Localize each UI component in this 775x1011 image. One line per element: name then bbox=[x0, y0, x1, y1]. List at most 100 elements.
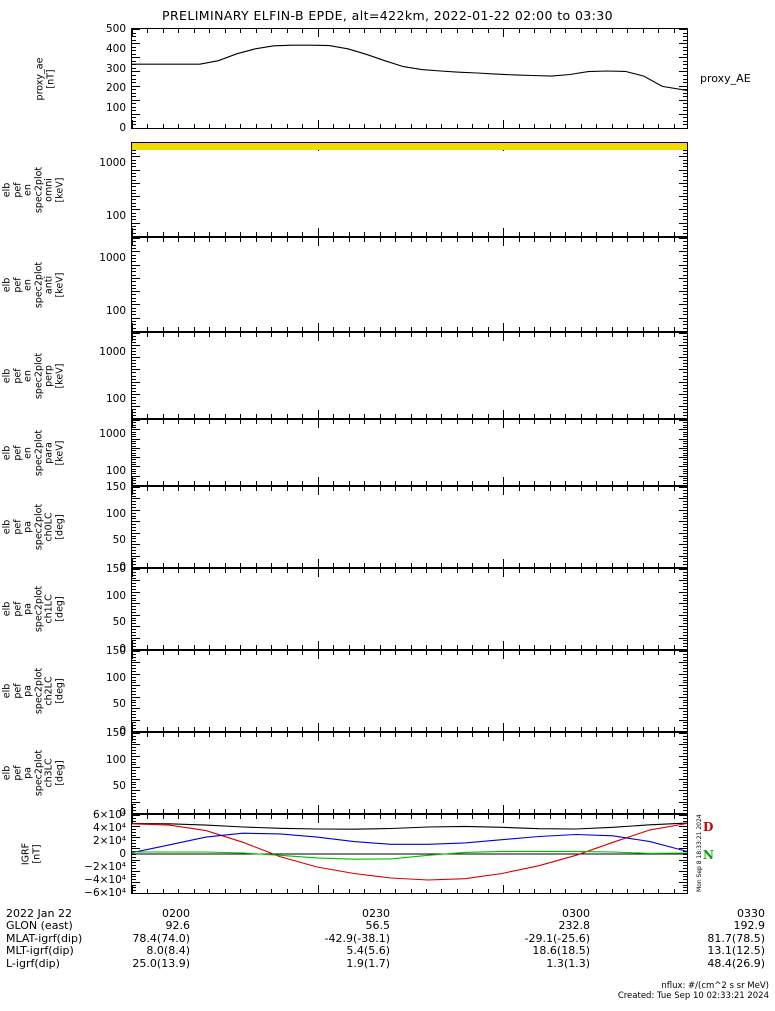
y-tick bbox=[683, 376, 687, 377]
y-tick bbox=[683, 285, 687, 286]
y-tick bbox=[683, 124, 687, 125]
y-tick bbox=[683, 635, 687, 636]
x-tick bbox=[674, 333, 675, 337]
x-tick bbox=[380, 333, 381, 337]
x-tick bbox=[503, 420, 504, 428]
x-tick bbox=[256, 563, 257, 567]
y-tick bbox=[132, 739, 136, 740]
y-tick bbox=[132, 425, 136, 426]
y-tick bbox=[132, 815, 140, 816]
x-tick bbox=[519, 420, 520, 424]
x-tick bbox=[519, 889, 520, 893]
y-tick bbox=[132, 784, 136, 785]
y-tick bbox=[683, 233, 687, 234]
y-tick bbox=[683, 68, 687, 69]
y-tick bbox=[683, 660, 687, 661]
y-tick bbox=[683, 469, 687, 470]
y-axis-title-text: [keV] bbox=[54, 177, 66, 202]
x-tick bbox=[674, 889, 675, 893]
y-tick bbox=[683, 770, 687, 771]
x-tick bbox=[441, 232, 442, 236]
x-tick bbox=[318, 651, 319, 659]
y-tick bbox=[683, 180, 687, 181]
y-tick bbox=[132, 89, 136, 90]
y-tick bbox=[679, 580, 687, 581]
x-tick bbox=[612, 651, 613, 655]
y-tick bbox=[132, 654, 136, 655]
x-tick bbox=[240, 563, 241, 567]
y-tick bbox=[683, 176, 687, 177]
x-tick bbox=[163, 815, 164, 819]
y-tick bbox=[132, 685, 140, 686]
x-tick bbox=[333, 414, 334, 418]
x-tick bbox=[426, 414, 427, 418]
x-tick bbox=[163, 238, 164, 242]
y-tick-label: 100 bbox=[105, 304, 126, 317]
y-tick bbox=[132, 314, 136, 315]
y-tick bbox=[683, 885, 687, 886]
y-axis-title-text: en bbox=[22, 278, 34, 291]
y-tick bbox=[683, 874, 687, 875]
y-tick bbox=[132, 493, 136, 494]
x-tick bbox=[426, 29, 427, 33]
y-tick bbox=[132, 469, 136, 470]
x-tick bbox=[643, 645, 644, 649]
x-tick bbox=[318, 723, 319, 731]
x-tick bbox=[287, 232, 288, 236]
x-tick bbox=[534, 420, 535, 424]
y-tick bbox=[132, 241, 136, 242]
y-tick bbox=[132, 415, 136, 416]
y-tick-label: 1000 bbox=[99, 428, 126, 441]
y-tick bbox=[132, 61, 136, 62]
x-tick bbox=[364, 645, 365, 649]
igrf-legend-D: D bbox=[703, 820, 714, 834]
y-tick bbox=[132, 736, 136, 737]
y-tick bbox=[683, 846, 687, 847]
y-tick bbox=[132, 339, 136, 340]
x-tick bbox=[178, 809, 179, 813]
y-tick bbox=[132, 846, 136, 847]
x-tick bbox=[333, 733, 334, 737]
y-tick bbox=[679, 448, 687, 449]
x-tick bbox=[612, 809, 613, 813]
y-tick bbox=[132, 213, 136, 214]
x-tick bbox=[256, 481, 257, 485]
x-tick bbox=[643, 563, 644, 567]
y-axis-title-word: [keV] bbox=[54, 363, 86, 388]
x-tick bbox=[612, 414, 613, 418]
x-tick bbox=[488, 481, 489, 485]
y-tick bbox=[679, 802, 687, 803]
x-tick bbox=[209, 733, 210, 737]
y-tick bbox=[132, 434, 136, 435]
y-tick bbox=[683, 700, 687, 701]
chart-proxy-ae bbox=[132, 44, 687, 91]
x-tick bbox=[380, 569, 381, 573]
y-tick bbox=[132, 640, 136, 641]
y-tick bbox=[683, 677, 687, 678]
y-tick bbox=[132, 265, 140, 266]
x-tick bbox=[441, 651, 442, 655]
panel-pa-ch3lc bbox=[131, 732, 688, 814]
x-tick bbox=[225, 645, 226, 649]
x-tick bbox=[643, 889, 644, 893]
x-tick bbox=[596, 727, 597, 731]
y-tick bbox=[132, 821, 136, 822]
y-axis-title-text: pa bbox=[22, 767, 34, 779]
y-tick bbox=[679, 223, 687, 224]
y-tick bbox=[683, 504, 687, 505]
y-tick bbox=[683, 759, 687, 760]
x-tick bbox=[411, 733, 412, 737]
y-tick bbox=[132, 533, 140, 534]
y-tick bbox=[683, 271, 687, 272]
x-tick bbox=[457, 481, 458, 485]
y-tick bbox=[683, 473, 687, 474]
x-tick bbox=[534, 238, 535, 242]
y-tick bbox=[132, 843, 136, 844]
x-tick bbox=[147, 420, 148, 424]
x-tick bbox=[364, 481, 365, 485]
x-tick bbox=[240, 727, 241, 731]
y-tick bbox=[132, 787, 136, 788]
x-tick bbox=[287, 651, 288, 655]
y-tick bbox=[683, 75, 687, 76]
y-tick bbox=[132, 429, 140, 430]
